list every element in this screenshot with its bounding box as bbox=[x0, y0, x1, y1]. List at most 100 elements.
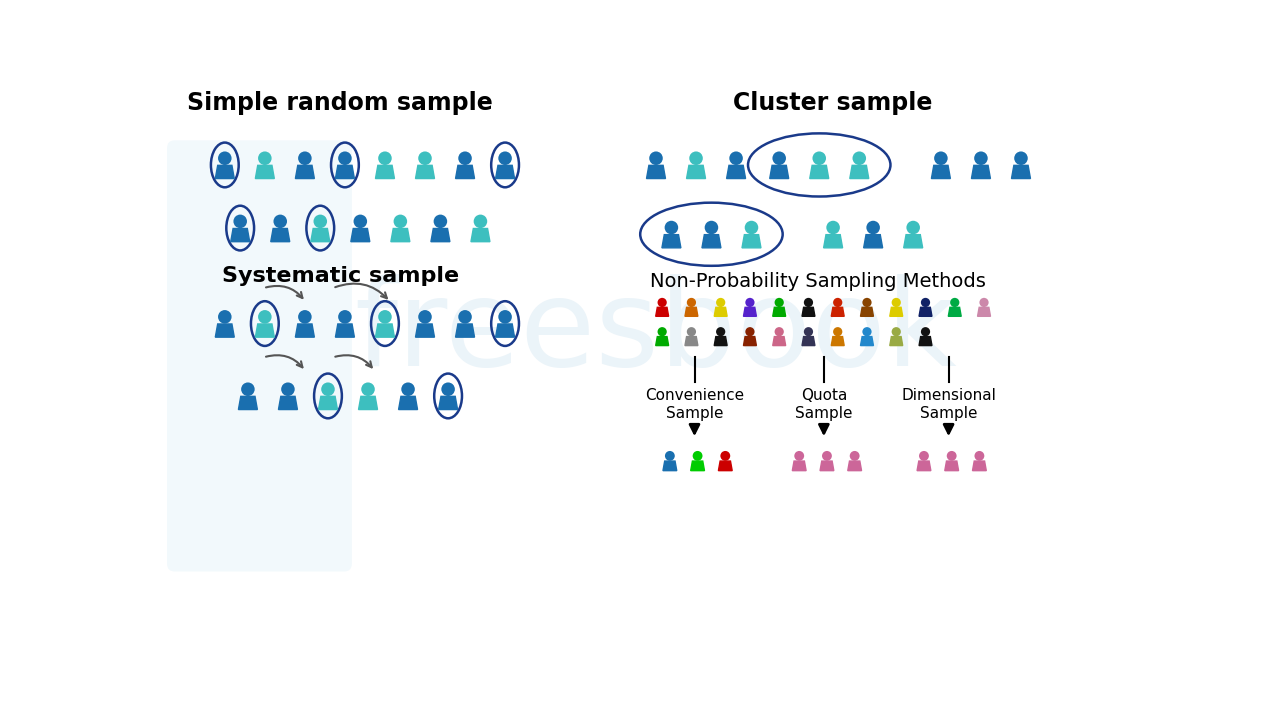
Circle shape bbox=[863, 327, 872, 336]
Circle shape bbox=[664, 451, 675, 461]
Circle shape bbox=[920, 298, 931, 307]
Polygon shape bbox=[864, 235, 883, 248]
Polygon shape bbox=[335, 166, 355, 179]
Circle shape bbox=[664, 221, 678, 234]
Polygon shape bbox=[398, 396, 417, 410]
Polygon shape bbox=[904, 235, 923, 248]
Circle shape bbox=[233, 215, 247, 228]
Circle shape bbox=[974, 151, 988, 165]
Circle shape bbox=[850, 451, 860, 461]
Circle shape bbox=[378, 310, 392, 323]
Circle shape bbox=[361, 382, 375, 396]
Polygon shape bbox=[255, 166, 274, 179]
Circle shape bbox=[321, 382, 335, 396]
Polygon shape bbox=[972, 166, 991, 179]
Polygon shape bbox=[978, 307, 991, 316]
Polygon shape bbox=[803, 336, 815, 346]
Polygon shape bbox=[358, 396, 378, 410]
Polygon shape bbox=[685, 307, 698, 316]
Polygon shape bbox=[1011, 166, 1030, 179]
Circle shape bbox=[687, 298, 696, 307]
Circle shape bbox=[378, 151, 392, 165]
Polygon shape bbox=[831, 307, 845, 316]
Circle shape bbox=[338, 151, 352, 165]
Polygon shape bbox=[230, 228, 250, 242]
FancyBboxPatch shape bbox=[168, 140, 352, 572]
Circle shape bbox=[259, 310, 271, 323]
Polygon shape bbox=[948, 307, 961, 316]
Polygon shape bbox=[319, 396, 338, 410]
Polygon shape bbox=[351, 228, 370, 242]
Polygon shape bbox=[860, 307, 873, 316]
Circle shape bbox=[892, 298, 901, 307]
Polygon shape bbox=[311, 228, 330, 242]
Polygon shape bbox=[646, 166, 666, 179]
Polygon shape bbox=[919, 307, 932, 316]
Circle shape bbox=[458, 151, 472, 165]
Polygon shape bbox=[744, 336, 756, 346]
Polygon shape bbox=[296, 324, 315, 337]
Circle shape bbox=[745, 327, 755, 336]
Circle shape bbox=[892, 327, 901, 336]
Polygon shape bbox=[375, 166, 394, 179]
Circle shape bbox=[419, 310, 431, 323]
Circle shape bbox=[813, 151, 826, 165]
Polygon shape bbox=[742, 235, 762, 248]
Polygon shape bbox=[471, 228, 490, 242]
Polygon shape bbox=[945, 461, 959, 471]
Circle shape bbox=[822, 451, 832, 461]
Circle shape bbox=[774, 298, 783, 307]
Polygon shape bbox=[810, 166, 828, 179]
Polygon shape bbox=[727, 166, 745, 179]
Polygon shape bbox=[691, 461, 704, 471]
Polygon shape bbox=[215, 324, 234, 337]
Circle shape bbox=[498, 310, 512, 323]
Circle shape bbox=[314, 215, 328, 228]
Polygon shape bbox=[495, 166, 515, 179]
Circle shape bbox=[716, 298, 726, 307]
Polygon shape bbox=[495, 324, 515, 337]
Polygon shape bbox=[431, 228, 449, 242]
Circle shape bbox=[498, 151, 512, 165]
Text: Non-Probability Sampling Methods: Non-Probability Sampling Methods bbox=[650, 272, 986, 292]
Circle shape bbox=[730, 151, 742, 165]
Polygon shape bbox=[685, 336, 698, 346]
Circle shape bbox=[442, 382, 454, 396]
Circle shape bbox=[863, 298, 872, 307]
Circle shape bbox=[974, 451, 984, 461]
Circle shape bbox=[218, 151, 232, 165]
Text: Simple random sample: Simple random sample bbox=[187, 91, 493, 115]
Text: Cluster sample: Cluster sample bbox=[733, 91, 933, 115]
Text: Dimensional
Sample: Dimensional Sample bbox=[901, 388, 996, 420]
Circle shape bbox=[947, 451, 956, 461]
Polygon shape bbox=[416, 324, 434, 337]
Circle shape bbox=[259, 151, 271, 165]
Polygon shape bbox=[701, 235, 721, 248]
Polygon shape bbox=[850, 166, 869, 179]
Polygon shape bbox=[215, 166, 234, 179]
Circle shape bbox=[833, 327, 842, 336]
Circle shape bbox=[852, 151, 867, 165]
Polygon shape bbox=[456, 324, 475, 337]
Circle shape bbox=[979, 298, 988, 307]
Circle shape bbox=[338, 310, 352, 323]
Circle shape bbox=[774, 327, 783, 336]
Polygon shape bbox=[916, 461, 931, 471]
Circle shape bbox=[833, 298, 842, 307]
Circle shape bbox=[745, 221, 758, 234]
Polygon shape bbox=[296, 166, 315, 179]
Polygon shape bbox=[773, 336, 786, 346]
Text: freesbook: freesbook bbox=[355, 274, 957, 391]
Polygon shape bbox=[769, 166, 788, 179]
Polygon shape bbox=[655, 307, 668, 316]
Polygon shape bbox=[919, 336, 932, 346]
Polygon shape bbox=[820, 461, 833, 471]
Polygon shape bbox=[803, 307, 815, 316]
Polygon shape bbox=[375, 324, 394, 337]
Polygon shape bbox=[714, 307, 727, 316]
Polygon shape bbox=[890, 307, 902, 316]
Circle shape bbox=[393, 215, 407, 228]
Circle shape bbox=[692, 451, 703, 461]
Polygon shape bbox=[860, 336, 873, 346]
Circle shape bbox=[795, 451, 804, 461]
